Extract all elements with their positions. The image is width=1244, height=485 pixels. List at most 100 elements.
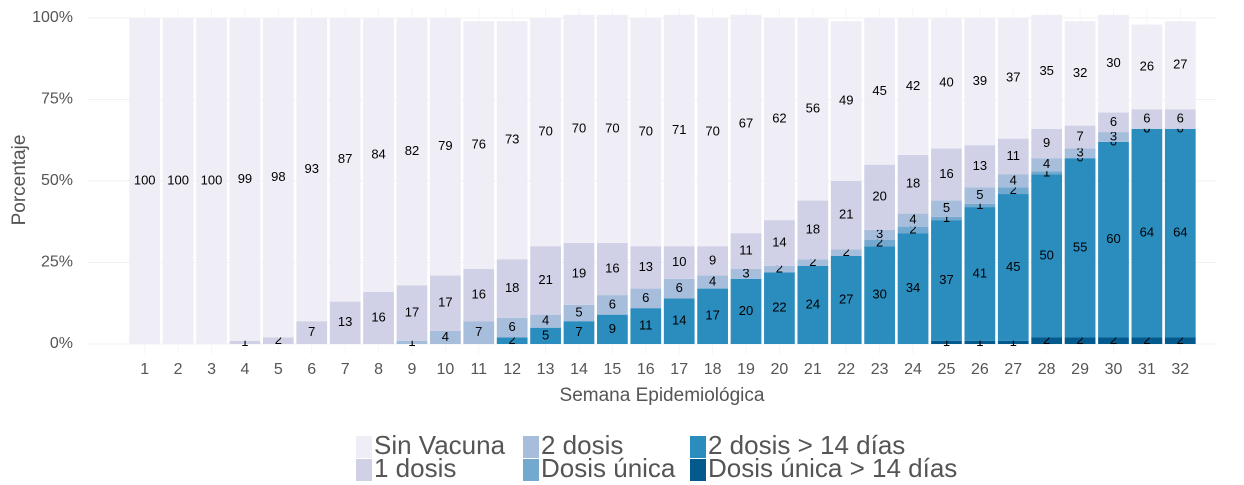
value-label: 1 xyxy=(1010,334,1017,349)
bar-segment xyxy=(830,21,862,182)
bar-segment xyxy=(764,220,795,266)
x-tick-label: 27 xyxy=(1004,361,1022,378)
bar-segment xyxy=(931,340,962,344)
value-label: 20 xyxy=(739,303,753,318)
value-label: 73 xyxy=(505,132,519,147)
value-label: 70 xyxy=(639,124,653,139)
x-axis-label: Semana Epidemiológica xyxy=(560,385,765,406)
value-label: 4 xyxy=(1043,156,1050,171)
bar-segment xyxy=(296,321,328,344)
x-tick-label: 18 xyxy=(704,361,722,378)
value-label: 17 xyxy=(405,304,419,319)
bar-segment xyxy=(663,246,695,279)
bar-segment xyxy=(897,154,929,214)
legend-label: 2 dosis xyxy=(541,430,623,460)
bar-segment xyxy=(931,216,962,221)
bar-segment xyxy=(530,314,561,328)
bar-segment xyxy=(262,18,294,338)
value-label: 2 xyxy=(1177,332,1184,347)
x-tick-label: 25 xyxy=(938,361,956,378)
bar-segment xyxy=(597,295,628,315)
bar-segment xyxy=(663,298,695,344)
x-tick-label: 10 xyxy=(436,361,454,378)
x-tick-label: 9 xyxy=(408,361,417,378)
bar-segment xyxy=(496,259,528,318)
value-label: 71 xyxy=(672,122,686,137)
value-label: 39 xyxy=(973,73,987,88)
bar-segment xyxy=(730,278,762,344)
value-label: 32 xyxy=(1073,65,1087,80)
value-label: 2 xyxy=(1043,332,1050,347)
value-label: 37 xyxy=(939,272,953,287)
value-label: 7 xyxy=(1076,128,1083,143)
bar-segment xyxy=(262,337,294,344)
bar-segment xyxy=(597,314,628,344)
value-label: 50 xyxy=(1039,247,1053,262)
value-label: 1 xyxy=(976,334,983,349)
bar-segment xyxy=(563,304,595,322)
legend-key xyxy=(356,436,372,458)
value-label: 18 xyxy=(906,176,920,191)
value-label: 5 xyxy=(976,187,983,202)
value-label: 7 xyxy=(475,324,482,339)
bar-segment xyxy=(1064,158,1096,338)
value-label: 87 xyxy=(338,151,352,166)
legend-key xyxy=(690,436,706,458)
value-label: 6 xyxy=(1143,110,1150,125)
bar-segment xyxy=(830,255,862,344)
value-label: 60 xyxy=(1106,231,1120,246)
x-tick-label: 16 xyxy=(637,361,655,378)
bar-segment xyxy=(496,317,528,338)
x-tick-label: 13 xyxy=(537,361,555,378)
x-tick-label: 5 xyxy=(274,361,283,378)
bar-segment xyxy=(897,18,929,155)
value-label: 19 xyxy=(572,265,586,280)
value-label: 16 xyxy=(371,309,385,324)
bar-segment xyxy=(630,308,662,344)
bar-segment xyxy=(1131,128,1163,338)
value-label: 11 xyxy=(1007,148,1021,163)
bar-segment xyxy=(997,340,1029,344)
bar-segment xyxy=(864,164,896,230)
bar-segment xyxy=(964,18,996,146)
value-label: 6 xyxy=(509,319,516,334)
value-label: 10 xyxy=(672,254,686,269)
x-tick-label: 20 xyxy=(771,361,789,378)
bar-segment xyxy=(463,321,495,344)
value-label: 2 xyxy=(776,260,783,275)
value-label: 22 xyxy=(772,300,786,315)
legend-label: Dosis única > 14 días xyxy=(708,453,957,483)
bar-segment xyxy=(797,18,829,201)
value-label: 4 xyxy=(542,313,549,328)
legend-key xyxy=(523,459,539,481)
value-label: 42 xyxy=(906,78,920,93)
value-label: 9 xyxy=(1043,135,1050,150)
value-label: 20 xyxy=(872,189,886,204)
bar-segment xyxy=(864,239,896,247)
value-label: 27 xyxy=(839,291,853,306)
value-label: 9 xyxy=(709,252,716,267)
value-label: 1 xyxy=(943,210,950,225)
value-label: 82 xyxy=(405,143,419,158)
value-label: 1 xyxy=(943,334,950,349)
bar-segment xyxy=(830,181,862,250)
legend-label: Sin Vacuna xyxy=(374,430,506,460)
value-label: 2 xyxy=(1110,332,1117,347)
value-label: 45 xyxy=(872,83,886,98)
bar-segment xyxy=(663,278,695,299)
bar-segment xyxy=(1031,14,1063,129)
value-label: 4 xyxy=(909,212,916,227)
value-label: 3 xyxy=(876,226,883,241)
value-label: 70 xyxy=(605,120,619,135)
value-label: 3 xyxy=(742,265,749,280)
y-tick-label: 50% xyxy=(41,172,73,189)
bar-segment xyxy=(931,220,962,341)
value-label: 2 xyxy=(1076,332,1083,347)
bar-segment xyxy=(697,288,728,344)
value-label: 1 xyxy=(976,197,983,212)
bar-segment xyxy=(1098,132,1129,142)
value-label: 5 xyxy=(943,200,950,215)
legend-key xyxy=(356,459,372,481)
bar-segment xyxy=(997,138,1029,175)
value-label: 84 xyxy=(371,146,385,161)
